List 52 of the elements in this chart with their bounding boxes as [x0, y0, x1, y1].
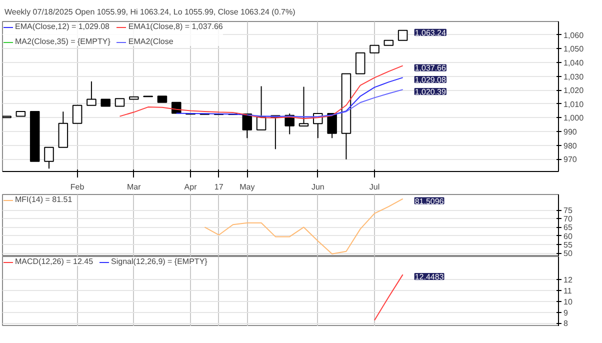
legend-label: EMA1(Close,8) = 1,037.66	[128, 22, 223, 31]
candlestick	[86, 80, 96, 106]
y-tick-label: 1,020	[564, 86, 584, 96]
annotation: 1,037.66	[414, 64, 447, 73]
x-tick-label: Feb	[70, 182, 85, 192]
y-tick-label: 10	[564, 297, 573, 306]
candlestick	[355, 52, 366, 74]
y-tick-label: 11	[564, 286, 572, 296]
x-tick-label: Apr	[184, 182, 198, 192]
y-tick-label: 9	[564, 308, 568, 318]
candlestick	[256, 86, 266, 130]
x-tick-label: Jul	[369, 182, 380, 192]
legend-label: MACD(12,26) = 12.45	[15, 257, 94, 266]
y-tick-label: 1,030	[564, 72, 584, 82]
annotation: 1,063.24	[414, 28, 447, 38]
y-tick-label: 970	[564, 155, 578, 164]
legend-label: MA2(Close,35) = {EMPTY}	[15, 37, 110, 46]
y-tick-label: 1,010	[564, 100, 584, 109]
y-tick-label: 12	[564, 275, 573, 284]
y-tick-label: 50	[564, 249, 573, 258]
annotation: 1,029.08	[414, 76, 447, 85]
candlestick	[72, 104, 82, 124]
x-tick-label: May	[240, 182, 255, 192]
y-tick-label: 1,040	[564, 58, 584, 68]
y-tick-label: 1,050	[564, 44, 584, 54]
y-tick-label: 1,060	[564, 30, 584, 40]
candlestick	[44, 146, 54, 170]
legend-label: EMA(Close,12) = 1,029.08	[15, 22, 110, 31]
y-tick-label: 55	[564, 240, 573, 250]
candlestick	[298, 86, 309, 126]
annotation: 1,020.39	[414, 88, 447, 97]
x-tick-label: 17	[214, 182, 224, 192]
y-tick-label: 70	[564, 214, 573, 224]
y-tick-label: 75	[564, 206, 573, 215]
annotation: 81.5096	[414, 196, 444, 206]
y-tick-label: 60	[564, 232, 573, 241]
candlestick	[242, 113, 252, 139]
x-tick-label: Mar	[127, 182, 142, 192]
chart-title: Weekly 07/18/2025 Open 1055.99, Hi 1063.24, Lo 1055.99, Close 1063.24 (0.7%)	[4, 8, 296, 16]
y-tick-label: 65	[564, 223, 573, 232]
candlestick	[398, 30, 408, 41]
x-tick-label: Jun	[311, 182, 324, 192]
line-series	[204, 198, 404, 254]
legend-label: EMA2(Close	[128, 37, 174, 46]
candlestick	[327, 113, 337, 139]
legend-label: Signal(12,26,9) = {EMPTY}	[111, 257, 208, 266]
legend-label: MFI(14) = 81.51	[15, 195, 72, 204]
y-tick-label: 980	[564, 141, 578, 150]
y-tick-label: 8	[564, 319, 568, 328]
y-tick-label: 990	[564, 127, 578, 136]
annotation: 12.4483	[414, 272, 444, 282]
y-tick-label: 1,000	[564, 114, 584, 123]
